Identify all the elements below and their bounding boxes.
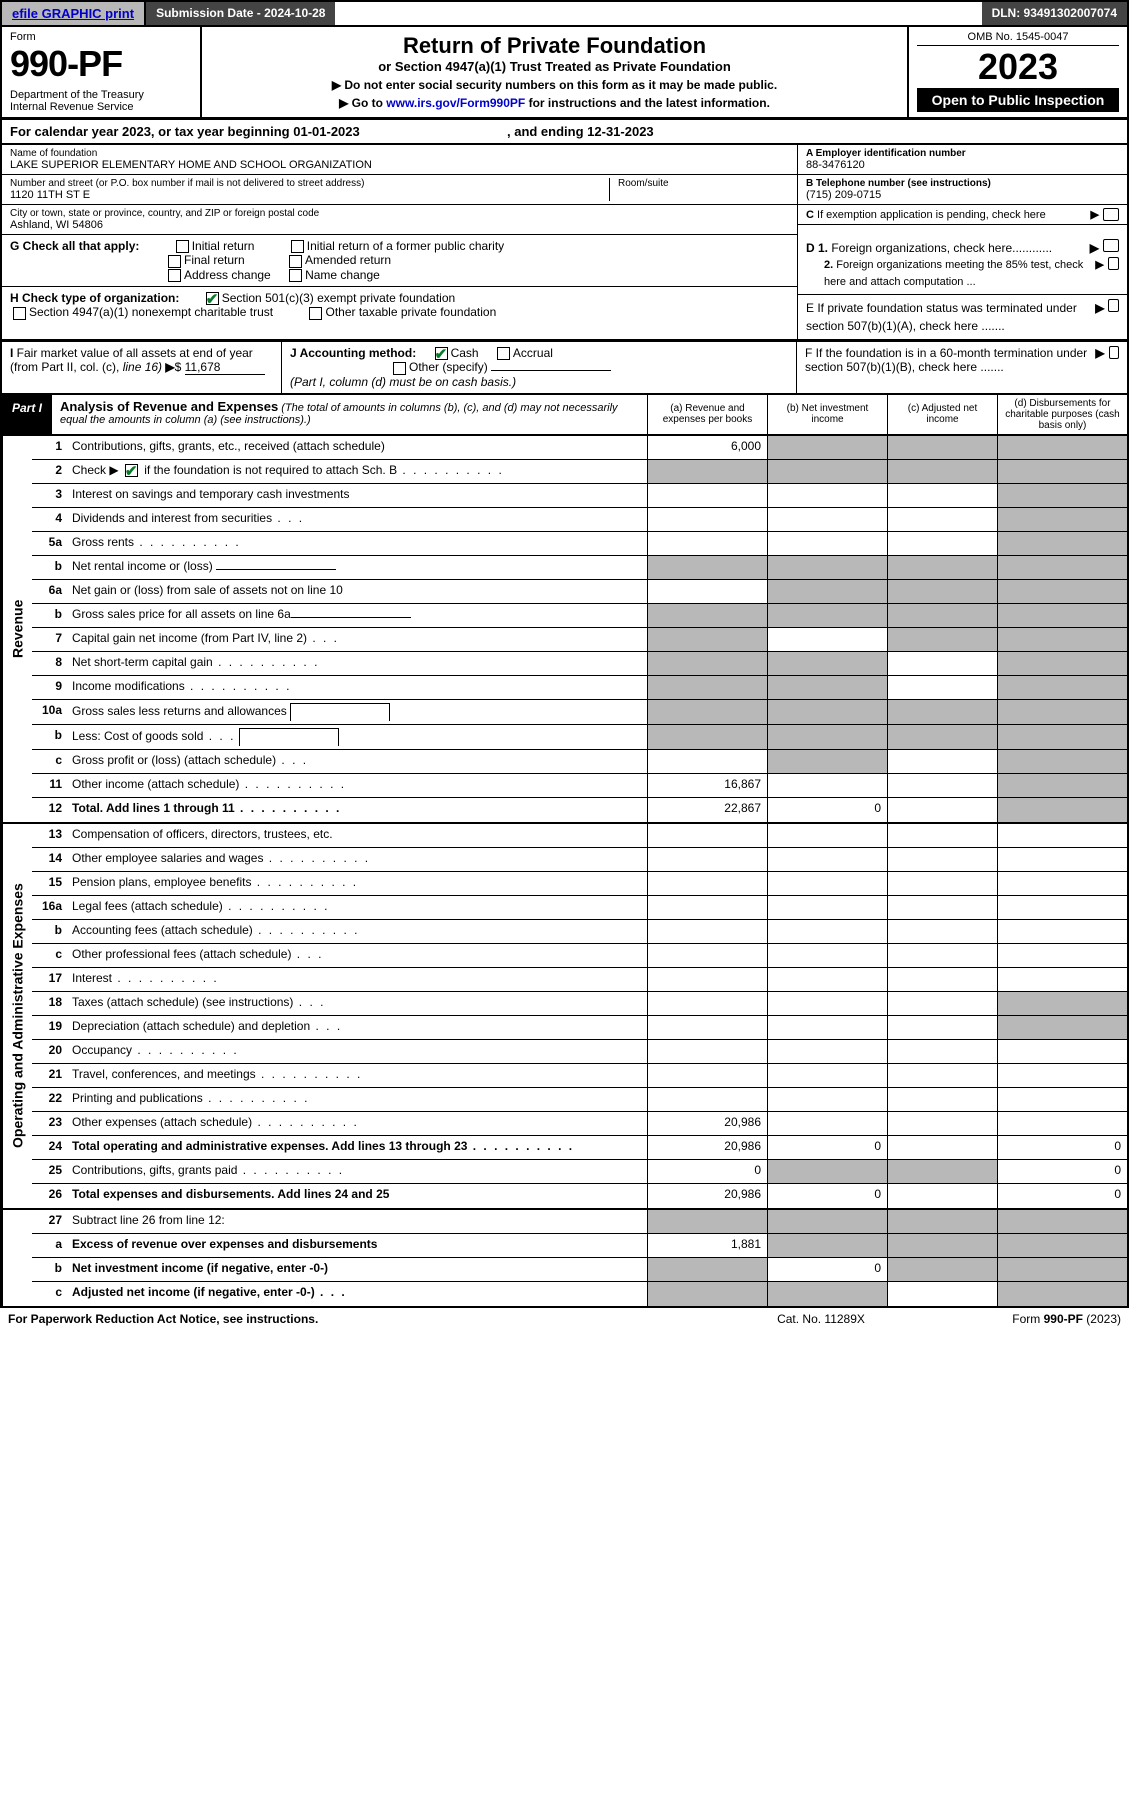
r24-a: 20,986 xyxy=(647,1136,767,1159)
cat-no: Cat. No. 11289X xyxy=(721,1312,921,1326)
foundation-info: Name of foundation LAKE SUPERIOR ELEMENT… xyxy=(0,145,1129,235)
d1-label: D 1. Foreign organizations, check here..… xyxy=(806,239,1052,257)
form-title: Return of Private Foundation xyxy=(212,33,897,59)
d2-checkbox[interactable] xyxy=(1108,257,1119,270)
r26-a: 20,986 xyxy=(647,1184,767,1208)
efile-print-button[interactable]: efile GRAPHIC print xyxy=(2,2,146,25)
submission-date: Submission Date - 2024-10-28 xyxy=(146,2,335,25)
tel-label: B Telephone number (see instructions) xyxy=(806,178,991,189)
r27a-a: 1,881 xyxy=(647,1234,767,1257)
d1-checkbox[interactable] xyxy=(1103,239,1119,252)
omb-number: OMB No. 1545-0047 xyxy=(917,31,1119,46)
instruction-2: ▶ Go to www.irs.gov/Form990PF for instru… xyxy=(212,96,897,110)
check-section: G Check all that apply: Initial return I… xyxy=(0,235,1129,342)
year-end: 12-31-2023 xyxy=(587,124,654,139)
j-accrual[interactable] xyxy=(497,347,510,360)
ein-label: A Employer identification number xyxy=(806,148,966,159)
g-final-return[interactable] xyxy=(168,255,181,268)
ijf-row: I Fair market value of all assets at end… xyxy=(0,342,1129,395)
d2-label: 2. Foreign organizations meeting the 85%… xyxy=(824,257,1095,290)
year-begin: 01-01-2023 xyxy=(293,124,360,139)
paperwork-notice: For Paperwork Reduction Act Notice, see … xyxy=(8,1312,721,1326)
calendar-year-row: For calendar year 2023, or tax year begi… xyxy=(0,120,1129,145)
e-checkbox[interactable] xyxy=(1108,299,1119,312)
part1-header: Part I Analysis of Revenue and Expenses … xyxy=(0,395,1129,436)
g-initial-return[interactable] xyxy=(176,240,189,253)
expenses-label: Operating and Administrative Expenses xyxy=(2,824,32,1208)
h-other-taxable[interactable] xyxy=(309,307,322,320)
f-label: F If the foundation is in a 60-month ter… xyxy=(805,346,1095,389)
address: 1120 11TH ST E xyxy=(10,189,609,201)
part1-tab: Part I xyxy=(2,395,52,434)
expenses-table: Operating and Administrative Expenses 13… xyxy=(0,824,1129,1210)
form-header: Form 990-PF Department of the Treasury I… xyxy=(0,27,1129,120)
form-label: Form xyxy=(10,31,192,43)
address-label: Number and street (or P.O. box number if… xyxy=(10,178,609,189)
fmv-value: 11,678 xyxy=(185,360,265,375)
page-footer: For Paperwork Reduction Act Notice, see … xyxy=(0,1308,1129,1330)
topbar: efile GRAPHIC print Submission Date - 20… xyxy=(0,0,1129,27)
f-checkbox[interactable] xyxy=(1109,346,1119,359)
r12-a: 22,867 xyxy=(647,798,767,822)
r23-a: 20,986 xyxy=(647,1112,767,1135)
foundation-name: LAKE SUPERIOR ELEMENTARY HOME AND SCHOOL… xyxy=(10,159,789,171)
col-a-header: (a) Revenue and expenses per books xyxy=(647,395,767,434)
j-note: (Part I, column (d) must be on cash basi… xyxy=(290,375,516,389)
r12-b: 0 xyxy=(767,798,887,822)
instruction-1: ▶ Do not enter social security numbers o… xyxy=(212,78,897,92)
h-501c3[interactable] xyxy=(206,292,219,305)
city: Ashland, WI 54806 xyxy=(10,219,789,231)
g-initial-former[interactable] xyxy=(291,240,304,253)
room-label: Room/suite xyxy=(618,178,789,189)
form-number: 990-PF xyxy=(10,43,192,85)
r11-a: 16,867 xyxy=(647,774,767,797)
col-b-header: (b) Net investment income xyxy=(767,395,887,434)
c-checkbox[interactable] xyxy=(1103,208,1119,221)
j-cash[interactable] xyxy=(435,347,448,360)
city-label: City or town, state or province, country… xyxy=(10,208,789,219)
g-amended[interactable] xyxy=(289,255,302,268)
r1-a: 6,000 xyxy=(647,436,767,459)
irs-link[interactable]: www.irs.gov/Form990PF xyxy=(386,96,525,110)
open-to-public: Open to Public Inspection xyxy=(917,88,1119,112)
name-label: Name of foundation xyxy=(10,148,789,159)
department: Department of the Treasury Internal Reve… xyxy=(10,89,192,113)
e-label: E If private foundation status was termi… xyxy=(806,299,1095,335)
h-row: H Check type of organization: Section 50… xyxy=(2,287,797,324)
part1-title: Analysis of Revenue and Expenses xyxy=(60,399,278,414)
tax-year: 2023 xyxy=(917,46,1119,88)
form-subtitle: or Section 4947(a)(1) Trust Treated as P… xyxy=(212,59,897,74)
col-d-header: (d) Disbursements for charitable purpose… xyxy=(997,395,1127,434)
col-c-header: (c) Adjusted net income xyxy=(887,395,997,434)
form-ref: Form 990-PF (2023) xyxy=(921,1312,1121,1326)
g-address-change[interactable] xyxy=(168,269,181,282)
telephone: (715) 209-0715 xyxy=(806,189,1119,201)
j-other[interactable] xyxy=(393,362,406,375)
ein: 88-3476120 xyxy=(806,159,1119,171)
schb-checkbox[interactable] xyxy=(125,464,138,477)
revenue-label: Revenue xyxy=(2,436,32,822)
line27-table: 27Subtract line 26 from line 12: aExcess… xyxy=(0,1210,1129,1308)
dln: DLN: 93491302007074 xyxy=(982,2,1127,25)
g-row: G Check all that apply: Initial return I… xyxy=(2,235,797,287)
g-name-change[interactable] xyxy=(289,269,302,282)
revenue-table: Revenue 1Contributions, gifts, grants, e… xyxy=(0,436,1129,824)
h-4947[interactable] xyxy=(13,307,26,320)
c-label: C If exemption application is pending, c… xyxy=(806,209,1046,221)
